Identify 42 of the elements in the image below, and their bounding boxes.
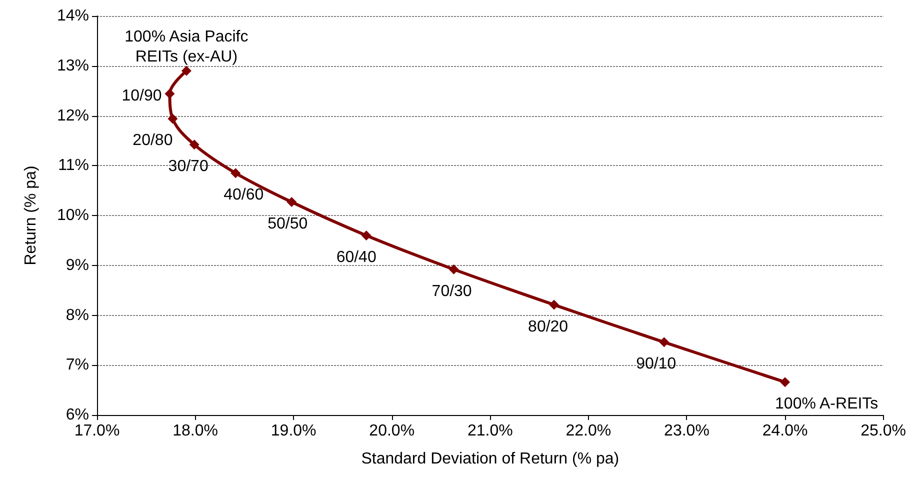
point xyxy=(448,264,459,274)
y-tick-label: 13% xyxy=(56,57,89,74)
x-tick-label: 25.0% xyxy=(860,422,906,440)
annotation: 50/50 xyxy=(268,216,308,233)
point xyxy=(361,230,372,240)
annotation: 10/90 xyxy=(122,87,162,104)
annotation: 100% Asia Pacifc REITs (ex-AU) xyxy=(124,28,248,66)
x-tick-label: 20.0% xyxy=(369,422,415,440)
y-tick-label: 6% xyxy=(66,406,89,424)
y-tick-label: 9% xyxy=(66,256,89,274)
point xyxy=(189,140,200,150)
annotation: 100% A-REITs xyxy=(775,396,878,413)
annotation: 60/40 xyxy=(336,248,376,266)
point xyxy=(168,114,178,124)
point xyxy=(659,337,670,348)
annotation: 70/30 xyxy=(432,282,472,300)
point xyxy=(181,66,192,76)
x-tick-label: 22.0% xyxy=(566,422,612,440)
point xyxy=(230,168,241,178)
x-axis-title: Standard Deviation of Return (% pa) xyxy=(361,450,620,468)
point xyxy=(164,88,175,99)
annotation: 80/20 xyxy=(528,318,568,336)
y-tick-label: 10% xyxy=(56,207,89,224)
y-tick-label: 14% xyxy=(56,8,89,24)
x-tick-label: 18.0% xyxy=(172,422,218,440)
x-tick-label: 24.0% xyxy=(762,422,808,440)
y-axis-title: Return (% pa) xyxy=(22,166,40,266)
point xyxy=(780,377,790,388)
annotation: 40/60 xyxy=(224,186,264,204)
annotation: 90/10 xyxy=(636,356,676,373)
x-tick-label: 21.0% xyxy=(467,422,513,440)
y-tick-label: 8% xyxy=(66,306,89,324)
point xyxy=(549,300,560,310)
y-tick-label: 11% xyxy=(58,157,89,174)
annotation: 20/80 xyxy=(132,132,173,150)
x-tick-label: 23.0% xyxy=(664,422,710,440)
x-tick-label: 19.0% xyxy=(270,422,316,440)
y-tick-label: 12% xyxy=(56,107,89,124)
point xyxy=(286,197,297,208)
x-tick-label: 17.0% xyxy=(74,422,120,440)
y-tick-label: 7% xyxy=(66,356,89,374)
annotation: 30/70 xyxy=(168,158,208,176)
